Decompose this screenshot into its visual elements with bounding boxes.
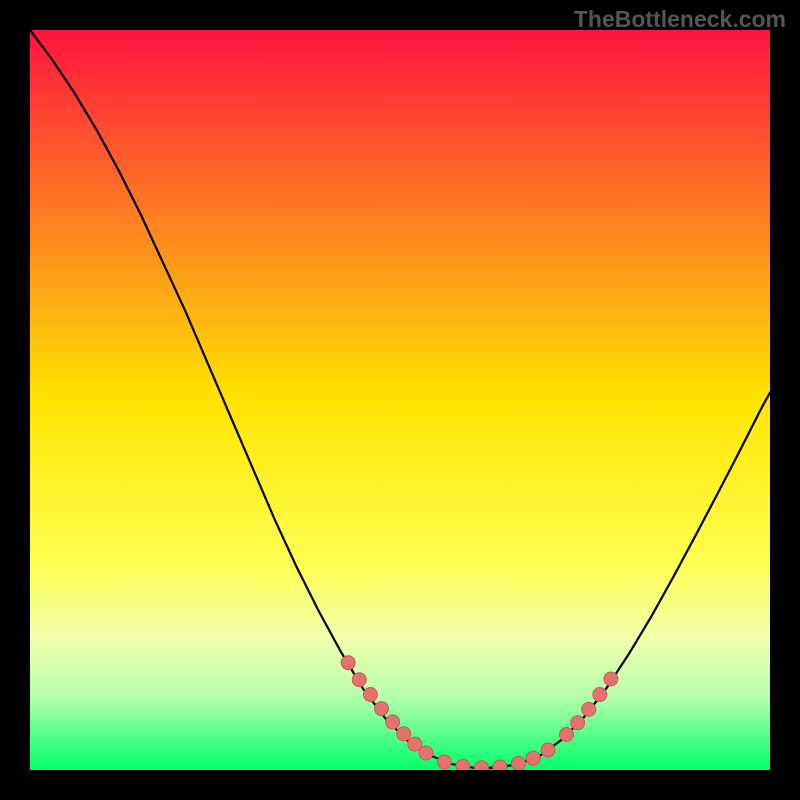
- curve-marker: [437, 755, 451, 769]
- curve-marker: [560, 727, 574, 741]
- curve-marker: [604, 672, 618, 686]
- curve-marker: [571, 716, 585, 730]
- curve-marker: [419, 746, 433, 760]
- curve-marker: [375, 702, 389, 716]
- bottleneck-curve-chart: [30, 30, 770, 770]
- curve-marker: [352, 673, 366, 687]
- curve-marker: [386, 715, 400, 729]
- curve-marker: [474, 761, 488, 770]
- curve-marker: [593, 688, 607, 702]
- curve-marker: [397, 727, 411, 741]
- curve-marker: [493, 760, 507, 770]
- curve-marker: [363, 688, 377, 702]
- gradient-background: [30, 30, 770, 770]
- curve-marker: [341, 656, 355, 670]
- curve-marker: [582, 702, 596, 716]
- curve-marker: [541, 743, 555, 757]
- watermark-label: TheBottleneck.com: [574, 6, 786, 33]
- curve-marker: [526, 751, 540, 765]
- curve-marker: [511, 756, 525, 770]
- curve-marker: [456, 759, 470, 770]
- chart-frame: [30, 30, 770, 770]
